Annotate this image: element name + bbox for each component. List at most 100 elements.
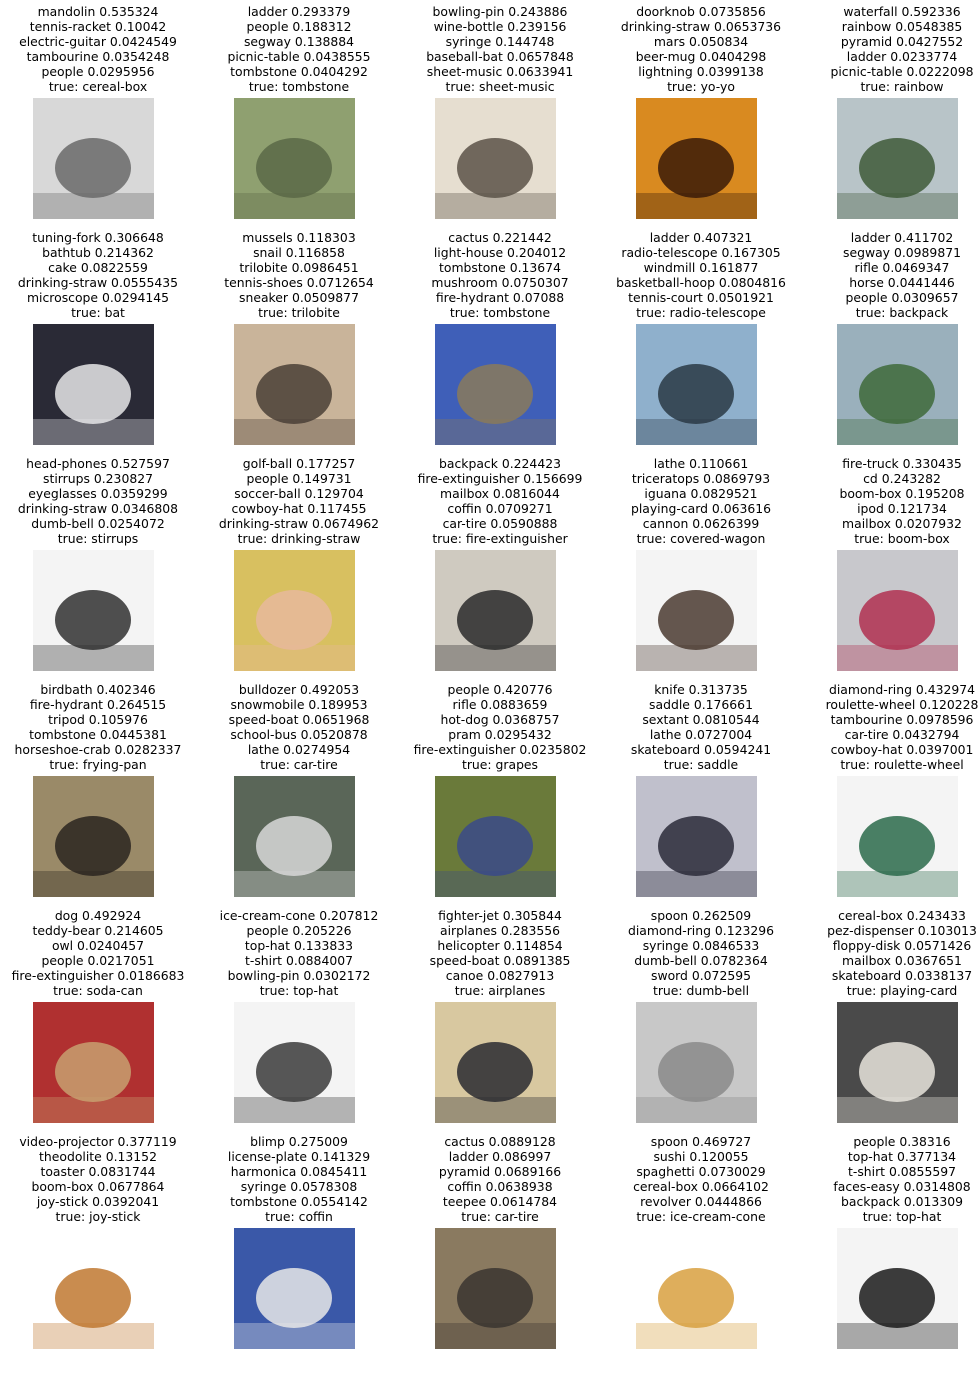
prediction-line: snail 0.116858 — [253, 245, 345, 260]
prediction-line: diamond-ring 0.123296 — [627, 923, 775, 938]
prediction-cell: fighter-jet 0.305844 airplanes 0.283556 he… — [402, 904, 598, 1130]
prediction-line: mailbox 0.0816044 — [440, 486, 560, 501]
prediction-line: birdbath 0.402346 — [40, 682, 156, 697]
prediction-line: microscope 0.0294145 — [26, 290, 169, 305]
true-label: true: covered-wagon — [636, 531, 766, 546]
prediction-line: ladder 0.086997 — [448, 1149, 552, 1164]
prediction-line: canoe 0.0827913 — [445, 968, 555, 983]
prediction-line: dumb-bell 0.0254072 — [31, 516, 165, 531]
prediction-cell: ladder 0.411702 segway 0.0989871 rifle 0.0… — [804, 226, 980, 452]
prediction-line: people 0.0309657 — [845, 290, 959, 305]
prediction-line: golf-ball 0.177257 — [242, 456, 356, 471]
prediction-line: electric-guitar 0.0424549 — [19, 34, 177, 49]
prediction-cell: spoon 0.262509 diamond-ring 0.123296 syrin… — [603, 904, 799, 1130]
prediction-line: cereal-box 0.0664102 — [633, 1179, 769, 1194]
prediction-labels: cactus 0.0889128 ladder 0.086997 pyramid 0… — [402, 1134, 598, 1224]
prediction-line: iguana 0.0829521 — [644, 486, 758, 501]
thumbnail-image — [435, 324, 556, 445]
thumbnail-image — [837, 776, 958, 897]
prediction-cell: dog 0.492924 teddy-bear 0.214605 owl 0.024… — [0, 904, 196, 1130]
prediction-labels: cactus 0.221442 light-house 0.204012 tombs… — [402, 230, 598, 320]
prediction-line: triceratops 0.0869793 — [631, 471, 771, 486]
true-label: true: roulette-wheel — [840, 757, 964, 772]
prediction-line: diamond-ring 0.432974 — [828, 682, 976, 697]
prediction-line: harmonica 0.0845411 — [230, 1164, 368, 1179]
prediction-line: windmill 0.161877 — [643, 260, 759, 275]
prediction-cell: tuning-fork 0.306648 bathtub 0.214362 cake… — [0, 226, 196, 452]
prediction-line: rifle 0.0883659 — [452, 697, 548, 712]
thumbnail-image — [234, 324, 355, 445]
prediction-line: bowling-pin 0.0302172 — [227, 968, 371, 983]
thumbnail-image — [837, 1228, 958, 1349]
prediction-line: saddle 0.176661 — [649, 697, 753, 712]
prediction-cell: ice-cream-cone 0.207812 people 0.205226 to… — [201, 904, 397, 1130]
prediction-cell: spoon 0.469727 sushi 0.120055 spaghetti 0.… — [603, 1130, 799, 1356]
prediction-line: tambourine 0.0354248 — [26, 49, 170, 64]
thumbnail-image — [33, 98, 154, 219]
prediction-line: teepee 0.0614784 — [442, 1194, 558, 1209]
prediction-line: spoon 0.469727 — [650, 1134, 752, 1149]
prediction-line: cake 0.0822559 — [48, 260, 148, 275]
prediction-line: faces-easy 0.0314808 — [833, 1179, 971, 1194]
prediction-line: bowling-pin 0.243886 — [432, 4, 568, 19]
prediction-line: beer-mug 0.0404298 — [635, 49, 767, 64]
prediction-line: mailbox 0.0367651 — [842, 953, 962, 968]
prediction-line: trilobite 0.0986451 — [239, 260, 359, 275]
true-label: true: radio-telescope — [636, 305, 766, 320]
prediction-line: bathtub 0.214362 — [42, 245, 154, 260]
prediction-line: people 0.0295956 — [41, 64, 155, 79]
prediction-line: revolver 0.0444866 — [640, 1194, 762, 1209]
prediction-labels: people 0.420776 rifle 0.0883659 hot-dog 0.… — [402, 682, 598, 772]
prediction-labels: waterfall 0.592336 rainbow 0.0548385 pyram… — [804, 4, 980, 94]
prediction-line: waterfall 0.592336 — [843, 4, 961, 19]
prediction-line: dog 0.492924 — [54, 908, 142, 923]
prediction-line: backpack 0.013309 — [841, 1194, 963, 1209]
prediction-line: doorknob 0.0735856 — [636, 4, 766, 19]
prediction-cell: doorknob 0.0735856 drinking-straw 0.06537… — [603, 0, 799, 226]
prediction-line: backpack 0.224423 — [439, 456, 561, 471]
thumbnail-image — [33, 1228, 154, 1349]
prediction-labels: diamond-ring 0.432974 roulette-wheel 0.12… — [804, 682, 980, 772]
prediction-line: ladder 0.411702 — [850, 230, 954, 245]
true-label: true: airplanes — [454, 983, 546, 998]
prediction-line: pez-dispenser 0.103013 — [827, 923, 977, 938]
prediction-cell: knife 0.313735 saddle 0.176661 sextant 0.0… — [603, 678, 799, 904]
prediction-line: skateboard 0.0594241 — [630, 742, 772, 757]
true-label: true: top-hat — [862, 1209, 942, 1224]
prediction-line: fire-hydrant 0.07088 — [435, 290, 565, 305]
true-label: true: car-tire — [260, 757, 338, 772]
prediction-line: coffin 0.0709271 — [447, 501, 553, 516]
prediction-line: drinking-straw 0.0653736 — [620, 19, 782, 34]
prediction-line: mushroom 0.0750307 — [431, 275, 569, 290]
prediction-cell: video-projector 0.377119 theodolite 0.131… — [0, 1130, 196, 1356]
prediction-labels: lathe 0.110661 triceratops 0.0869793 iguan… — [603, 456, 799, 546]
prediction-line: boom-box 0.0677864 — [31, 1179, 165, 1194]
true-label: true: saddle — [663, 757, 739, 772]
true-label: true: coffin — [265, 1209, 333, 1224]
true-label: true: yo-yo — [667, 79, 735, 94]
prediction-cell: head-phones 0.527597 stirrups 0.230827 eye… — [0, 452, 196, 678]
true-label: true: cereal-box — [48, 79, 148, 94]
prediction-line: lathe 0.110661 — [653, 456, 749, 471]
thumbnail-image — [636, 98, 757, 219]
prediction-line: coffin 0.0638938 — [447, 1179, 553, 1194]
prediction-line: drinking-straw 0.0555435 — [17, 275, 179, 290]
prediction-line: cactus 0.0889128 — [444, 1134, 556, 1149]
prediction-line: t-shirt 0.0855597 — [848, 1164, 956, 1179]
prediction-line: knife 0.313735 — [654, 682, 748, 697]
true-label: true: rainbow — [860, 79, 944, 94]
prediction-line: people 0.38316 — [853, 1134, 951, 1149]
thumbnail-image — [435, 1228, 556, 1349]
prediction-line: top-hat 0.377134 — [847, 1149, 957, 1164]
prediction-line: radio-telescope 0.167305 — [621, 245, 781, 260]
prediction-cell: birdbath 0.402346 fire-hydrant 0.264515 tr… — [0, 678, 196, 904]
prediction-cell: bulldozer 0.492053 snowmobile 0.189953 spe… — [201, 678, 397, 904]
thumbnail-image — [33, 324, 154, 445]
true-label: true: frying-pan — [49, 757, 147, 772]
prediction-line: snowmobile 0.189953 — [230, 697, 368, 712]
prediction-line: tombstone 0.13674 — [439, 260, 561, 275]
prediction-line: pram 0.0295432 — [448, 727, 552, 742]
prediction-cell: people 0.38316 top-hat 0.377134 t-shirt 0.… — [804, 1130, 980, 1356]
prediction-cell: diamond-ring 0.432974 roulette-wheel 0.12… — [804, 678, 980, 904]
prediction-line: tennis-shoes 0.0712654 — [224, 275, 374, 290]
